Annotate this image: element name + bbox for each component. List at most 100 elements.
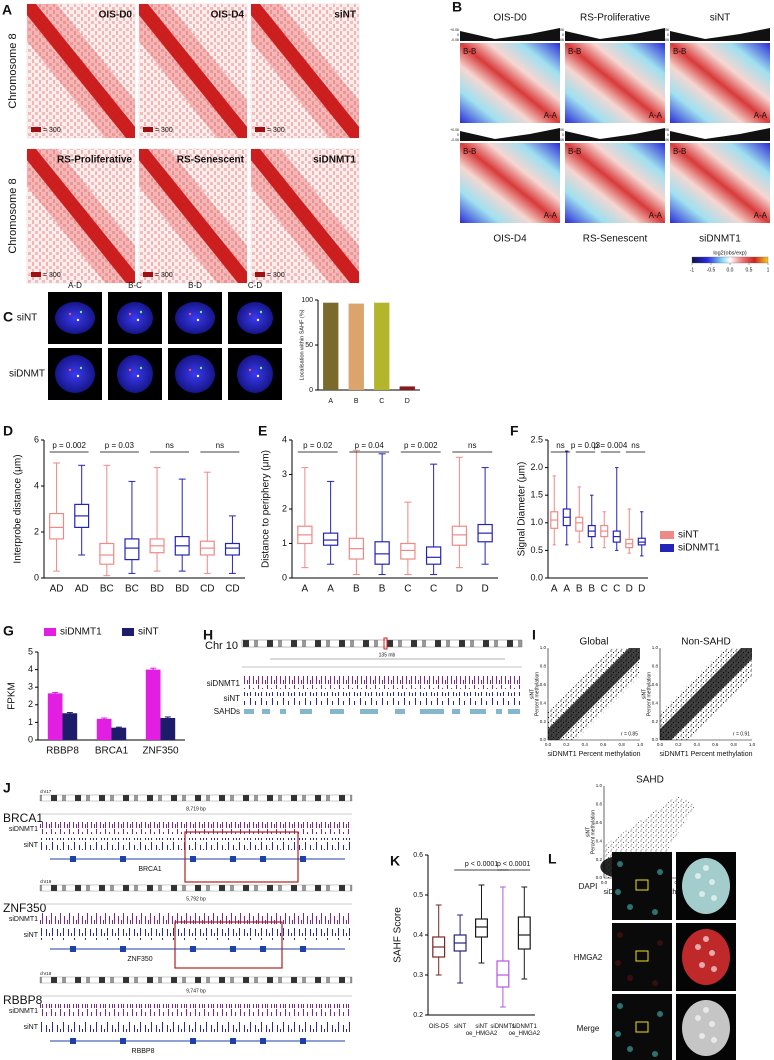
sahf-focus [699,891,705,897]
cell [617,1003,623,1009]
x-tick-label: C [613,584,620,595]
track-tick: -0.06 [451,38,459,42]
x-tick-label: 0.0 [601,880,608,885]
exon [300,1038,306,1044]
exon [190,856,196,862]
bar [160,718,176,740]
legend-swatch [44,628,56,636]
x-tick-label: BC [100,584,114,595]
x-tick-label: C [404,584,411,595]
sahf-focus [695,1015,701,1021]
corner-label: A-A [754,111,768,120]
gene-title: RBBP8 [3,993,43,1007]
track-label: siDNMT1 [207,679,241,688]
oe-map [460,43,560,123]
significance-label: ns [556,441,564,450]
y-tick-label: 0.4 [652,700,659,705]
y-tick-label: 4 [282,434,287,444]
cell [615,1031,621,1037]
exon [190,946,196,952]
oe-map [670,43,770,123]
legend-label: siNT [678,530,699,541]
sahd-block [244,709,254,714]
hic-diagonal [139,149,247,283]
sahf-focus [709,950,715,956]
y-tick-label: 3 [282,469,287,479]
y-tick-label: 0 [28,734,33,744]
sahf-focus [709,1021,715,1027]
scale-swatch [31,272,41,277]
sahd-block [330,709,344,714]
sahd-block [420,709,444,714]
y-tick-label: 0.3 [413,972,423,979]
map-title: RS-Senescent [583,234,648,245]
fish-spot [128,312,132,316]
box [99,542,115,565]
bar [62,713,78,740]
legend-label: siDNMT1 [678,543,720,554]
gene-label: ZNF350 [127,956,152,963]
row-label: DAPI [579,882,598,891]
corner-label: B-B [568,147,581,156]
fish-spot [68,368,72,372]
x-tick-label: B [353,584,360,595]
oe-map [565,43,665,123]
exon [120,946,126,952]
fish-spot [68,312,72,316]
x-tick-label: CD [225,584,239,595]
x-tick-label: BRCA1 [95,746,129,757]
track-tick: +0.06 [660,128,669,132]
y-tick-label: 0.0 [540,737,547,742]
x-tick-label: B [354,398,359,405]
y-tick-label: 0.8 [540,664,547,669]
signal-track [242,692,522,705]
y-axis-label: FPKM [7,682,18,710]
exon [230,856,236,862]
signal-track [40,822,352,834]
locus-size: 8,719 bp [186,806,206,812]
probe-label: B-D [188,281,202,290]
panel-letter: H [203,627,213,643]
fish-spot [79,366,83,370]
box [517,916,531,950]
map-title: OIS-D4 [211,10,245,21]
sahd-block [280,709,286,714]
probe-label: C-D [248,281,262,290]
y-axis-label: Signal Diameter (μm) [517,462,528,557]
bar [111,727,127,740]
plot-title: Global [580,637,609,648]
x-axis-label: siDNMT1 Percent methylation [660,751,753,758]
compartment-track [565,128,665,141]
row-label: siNT [17,313,38,324]
y-tick-label: 0.4 [596,838,603,843]
colorbar-tick-label: 0.5 [746,267,753,273]
x-tick-label: 0.4 [694,742,701,747]
track-tick: -0.06 [556,38,564,42]
x-tick-label: 0.8 [618,742,625,747]
panel-letter: L [548,851,557,867]
y-tick-label: 1 [28,717,33,727]
locus-size: 5,792 bp [186,896,206,902]
track-tick: -0.06 [451,138,459,142]
track-label: siDNMT1 [9,916,38,923]
y-tick-label: 1.0 [652,645,659,650]
box [49,512,65,540]
y-axis-label: Interprobe distance (μm) [13,454,24,563]
x-tick-label: 0.4 [582,742,589,747]
sahf-focus [699,962,705,968]
y-tick-label: 0.2 [652,719,659,724]
compartment-track [670,128,770,141]
track-tick: -0.06 [661,138,669,142]
colorbar [691,256,769,264]
exon [120,1038,126,1044]
legend-swatch [660,544,674,552]
y-axis-label: siNT [585,827,591,837]
signal-track [242,676,522,689]
ideogram [39,884,353,892]
corner-label: A-A [754,211,768,220]
track-tick: 0 [457,33,459,37]
fish-spot [256,318,260,322]
scale-swatch [255,272,265,277]
sahf-focus [711,895,717,901]
zoom-box [635,879,649,891]
